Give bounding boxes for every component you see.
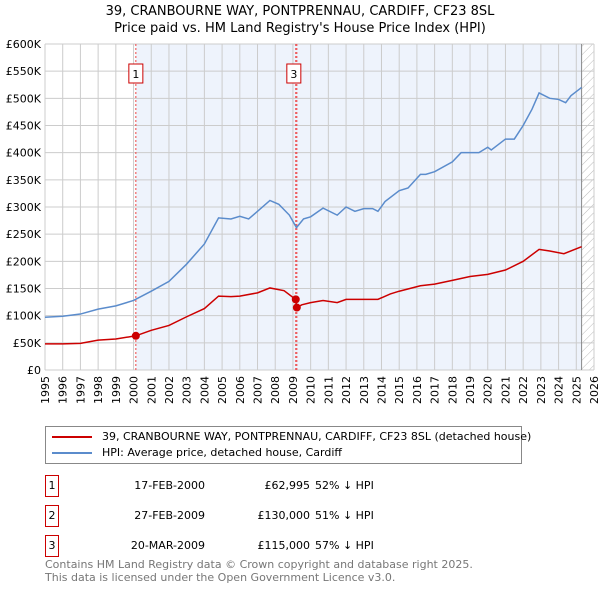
chart-subtitle: Price paid vs. HM Land Registry's House …: [114, 21, 486, 36]
sale-point: [131, 331, 140, 340]
hpi-diff: 57% ↓ HPI: [315, 539, 374, 552]
legend-blue-swatch: [52, 451, 92, 454]
footer-line: Contains HM Land Registry data © Crown c…: [45, 558, 473, 571]
x-tick-label: 2021: [499, 376, 512, 404]
x-tick-label: 2016: [411, 376, 424, 404]
x-tick-label: 2009: [287, 376, 300, 404]
hpi-diff: 52% ↓ HPI: [315, 479, 374, 492]
y-tick-label: £100K: [6, 310, 42, 323]
x-tick-label: 1996: [57, 376, 70, 404]
x-tick-label: 2015: [393, 376, 406, 404]
x-tick-label: 2008: [269, 376, 282, 404]
y-tick-label: £450K: [6, 120, 42, 133]
marker-badge: 2: [45, 505, 59, 527]
y-tick-label: £50K: [13, 337, 42, 350]
x-tick-label: 2020: [482, 376, 495, 404]
y-tick-label: £500K: [6, 92, 42, 105]
sale-point: [291, 295, 300, 304]
y-tick-label: £400K: [6, 147, 42, 160]
x-tick-label: 2019: [464, 376, 477, 404]
marker-badge: 1: [45, 475, 59, 497]
series-line: [45, 245, 582, 345]
x-tick-label: 2011: [322, 376, 335, 404]
x-tick-label: 1998: [92, 376, 105, 404]
price: £115,000: [257, 539, 311, 552]
marker-box: [128, 63, 144, 84]
date: 27-FEB-2009: [134, 509, 205, 522]
x-tick-label: 2024: [553, 376, 566, 404]
x-tick-label: 1999: [110, 376, 123, 404]
legend-red-swatch: [52, 435, 92, 438]
x-tick-label: 2017: [429, 376, 442, 404]
footer: Contains HM Land Registry data © Crown c…: [45, 558, 473, 584]
y-tick-label: £550K: [6, 65, 42, 78]
sale-point: [292, 303, 301, 312]
x-tick-label: 2022: [517, 376, 530, 404]
y-tick-label: £200K: [6, 255, 42, 268]
x-tick-label: 1995: [39, 376, 52, 404]
footer-line: This data is licensed under the Open Gov…: [45, 571, 396, 584]
x-tick-label: 2012: [340, 376, 353, 404]
x-tick-label: 2001: [145, 376, 158, 404]
transaction-row: 1 17-FEB-2000 £62,995 52% ↓ HPI: [45, 475, 445, 497]
x-tick-label: 1997: [74, 376, 87, 404]
legend-blue-label: HPI: Average price, detached house, Card…: [102, 446, 342, 459]
transaction-row: 3 20-MAR-2009 £115,000 57% ↓ HPI: [45, 535, 445, 557]
y-tick-label: £150K: [6, 283, 42, 296]
x-tick-label: 2026: [588, 376, 600, 404]
date: 17-FEB-2000: [134, 479, 205, 492]
x-tick-label: 2018: [446, 376, 459, 404]
date: 20-MAR-2009: [130, 539, 205, 552]
marker-badge: 3: [45, 535, 59, 557]
x-tick-label: 2005: [216, 376, 229, 404]
x-tick-label: 2003: [181, 376, 194, 404]
x-tick-label: 2004: [198, 376, 211, 404]
legend: 39, CRANBOURNE WAY, PONTPRENNAU, CARDIFF…: [45, 426, 531, 464]
x-tick-label: 2025: [570, 376, 583, 404]
chart-title: 39, CRANBOURNE WAY, PONTPRENNAU, CARDIFF…: [105, 4, 495, 19]
x-tick-label: 2013: [358, 376, 371, 404]
marker-label: 1: [132, 68, 139, 81]
marker-box: [286, 63, 302, 84]
y-tick-label: £300K: [6, 201, 42, 214]
y-tick-label: £0: [27, 364, 41, 377]
legend-red-label: 39, CRANBOURNE WAY, PONTPRENNAU, CARDIFF…: [102, 430, 532, 443]
price: £62,995: [264, 479, 311, 492]
y-tick-label: £600K: [6, 38, 42, 51]
hpi-diff: 51% ↓ HPI: [315, 509, 374, 522]
x-tick-label: 2006: [234, 376, 247, 404]
x-tick-label: 2023: [535, 376, 548, 404]
price: £130,000: [257, 509, 311, 522]
x-tick-label: 2010: [305, 376, 318, 404]
y-tick-label: £350K: [6, 174, 42, 187]
chart: 1995 1996 1997 1998 1999 2000 2001 2002 2003 2004…: [6, 38, 600, 404]
marker-label: 3: [290, 68, 297, 81]
x-tick-label: 2000: [128, 376, 141, 404]
x-tick-label: 2002: [163, 376, 176, 404]
y-tick-label: £250K: [6, 228, 42, 241]
series-line: [44, 86, 583, 319]
x-tick-label: 2014: [375, 376, 388, 404]
transaction-row: 2 27-FEB-2009 £130,000 51% ↓ HPI: [45, 505, 445, 527]
x-tick-label: 2007: [252, 376, 265, 404]
